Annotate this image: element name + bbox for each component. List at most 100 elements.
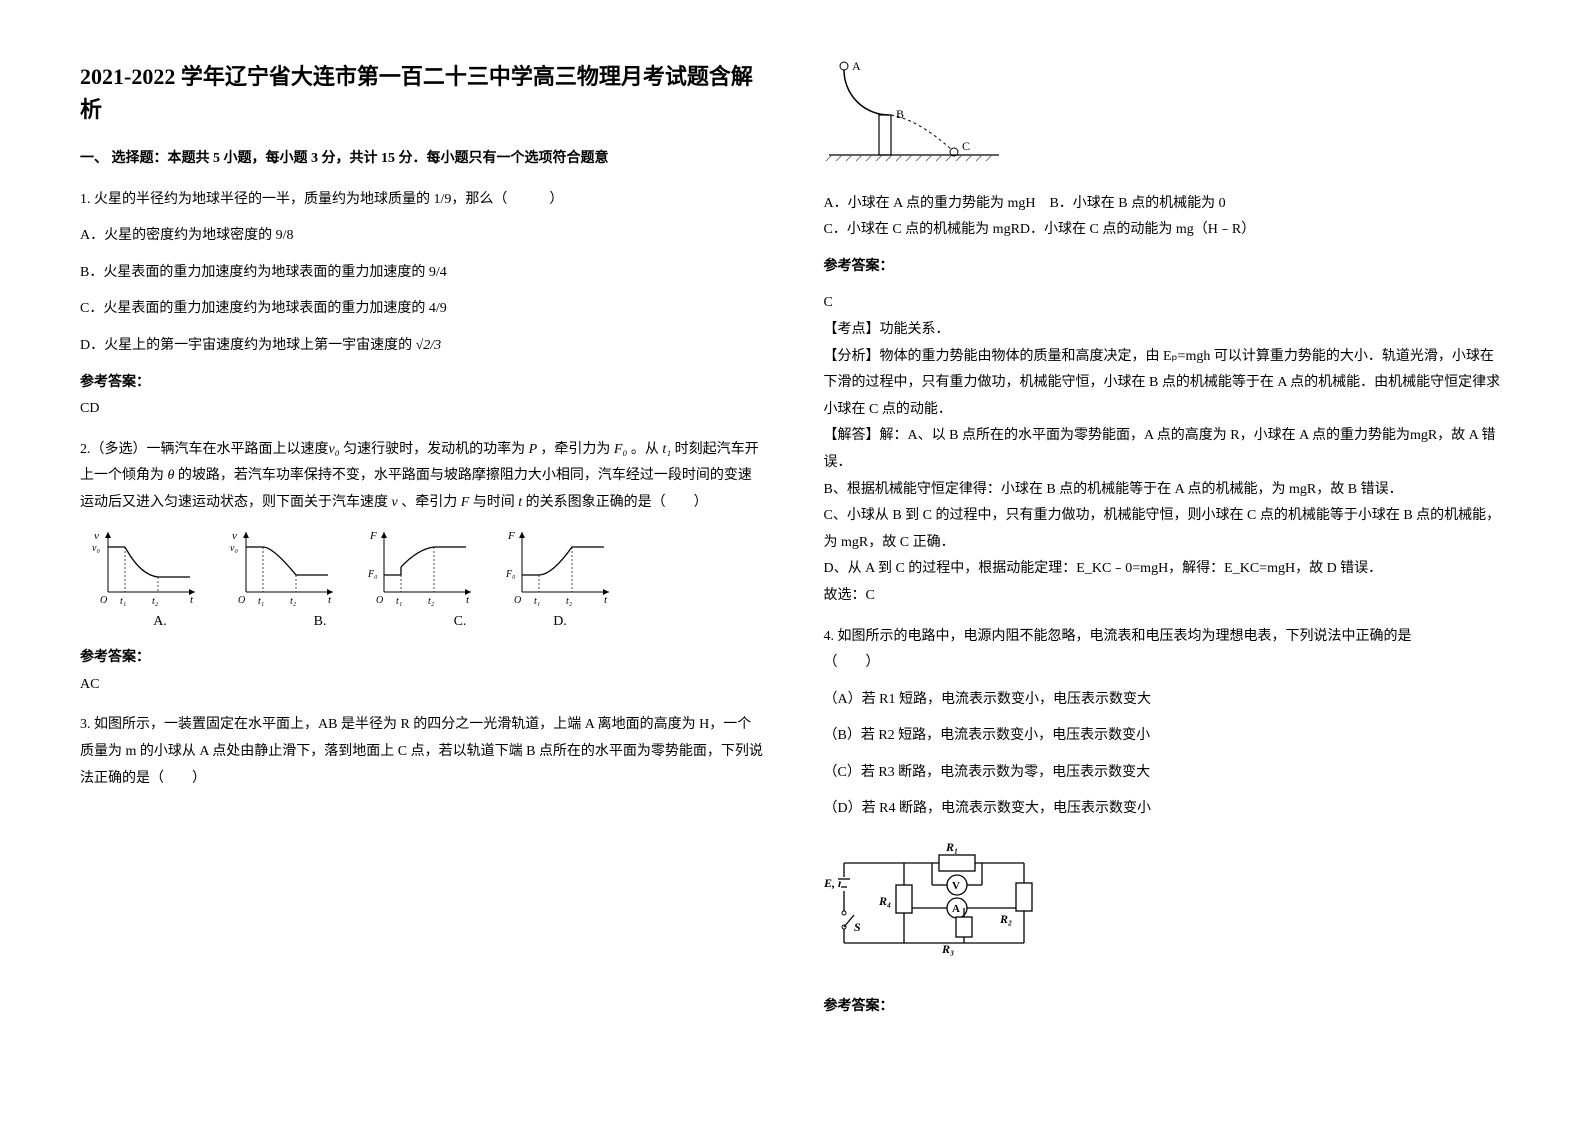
svg-text:A: A bbox=[852, 60, 861, 73]
q2-t9: 的关系图象正确的是（ ） bbox=[526, 495, 708, 510]
q3-answer: C bbox=[824, 290, 1508, 317]
svg-text:R₃: R₃ bbox=[941, 942, 954, 956]
q2-t4: 。从 bbox=[631, 442, 659, 457]
label-c: C. bbox=[400, 609, 520, 636]
q3-opt-a: A．小球在 A 点的重力势能为 mgH bbox=[824, 196, 1036, 211]
q1-d-math: √2/3 bbox=[416, 338, 442, 353]
q2-stem: 2.（多选）一辆汽车在水平路面上以速度v₀ 匀速行驶时，发动机的功率为 P ，牵… bbox=[80, 437, 764, 517]
svg-text:t₁: t₁ bbox=[396, 596, 402, 607]
q2-answer: AC bbox=[80, 672, 764, 699]
q3-jieda-4: D、从 A 到 C 的过程中，根据动能定理：E_KC﹣0=mgH，解得：E_KC… bbox=[824, 556, 1508, 583]
q3-opt-c: C．小球在 C 点的机械能为 mgR bbox=[824, 222, 1020, 237]
svg-text:R₂: R₂ bbox=[999, 912, 1012, 926]
q3-jieda-1: 【解答】解：A、以 B 点所在的水平面为零势能面，A 点的高度为 R，小球在 A… bbox=[824, 423, 1508, 476]
svg-text:t₂: t₂ bbox=[566, 596, 573, 607]
svg-text:v: v bbox=[232, 530, 237, 542]
question-1: 1. 火星的半径约为地球半径的一半，质量约为地球质量的 1/9，那么（ ） A．… bbox=[80, 187, 764, 423]
q4-opt-c: （C）若 R3 断路，电流表示数为零，电压表示数变大 bbox=[824, 760, 1508, 787]
q1-opt-c: C．火星表面的重力加速度约为地球表面的重力加速度的 4/9 bbox=[80, 296, 764, 323]
svg-text:t₂: t₂ bbox=[290, 596, 297, 607]
q4-stem: 4. 如图所示的电路中，电源内阻不能忽略，电流表和电压表均为理想电表，下列说法中… bbox=[824, 624, 1508, 677]
section-1-heading: 一、 选择题：本题共 5 小题，每小题 3 分，共计 15 分．每小题只有一个选… bbox=[80, 146, 764, 173]
q4-answer-label: 参考答案： bbox=[824, 994, 1508, 1021]
svg-text:V: V bbox=[952, 880, 960, 892]
svg-text:O: O bbox=[514, 595, 521, 606]
q2-F: F bbox=[457, 495, 473, 510]
q2-t2: 匀速行驶时，发动机的功率为 bbox=[340, 442, 526, 457]
svg-text:S: S bbox=[854, 920, 861, 934]
svg-text:E, r: E, r bbox=[824, 876, 843, 890]
q3-answer-label: 参考答案： bbox=[824, 254, 1508, 281]
svg-text:B: B bbox=[896, 107, 904, 121]
q1-stem: 1. 火星的半径约为地球半径的一半，质量约为地球质量的 1/9，那么（ ） bbox=[80, 187, 764, 214]
svg-text:F₀: F₀ bbox=[367, 569, 378, 580]
q2-P: P bbox=[525, 442, 540, 457]
q4-opt-a: （A）若 R1 短路，电流表示数变小，电压表示数变大 bbox=[824, 687, 1508, 714]
q2-v: v bbox=[388, 495, 401, 510]
left-column: 2021-2022 学年辽宁省大连市第一百二十三中学高三物理月考试题含解析 一、… bbox=[50, 60, 794, 1092]
q3-stem: 3. 如图所示，一装置固定在水平面上，AB 是半径为 R 的四分之一光滑轨道，上… bbox=[80, 712, 764, 792]
q3-jieda-2: B、根据机械能守恒定律得：小球在 B 点的机械能等于在 A 点的机械能，为 mg… bbox=[824, 477, 1508, 504]
svg-text:F: F bbox=[369, 530, 377, 542]
q2-t1: 2.（多选）一辆汽车在水平路面上以速度 bbox=[80, 442, 329, 457]
svg-text:C: C bbox=[962, 139, 970, 153]
q4-opt-b: （B）若 R2 短路，电流表示数变小，电压表示数变小 bbox=[824, 723, 1508, 750]
q2-t1l: t₁ bbox=[659, 442, 675, 457]
svg-text:v₀: v₀ bbox=[230, 543, 238, 554]
svg-text:t₁: t₁ bbox=[258, 596, 264, 607]
svg-text:t₁: t₁ bbox=[120, 596, 126, 607]
q3-fenxi: 【分析】物体的重力势能由物体的质量和高度决定，由 Eₚ=mgh 可以计算重力势能… bbox=[824, 344, 1508, 424]
svg-text:t: t bbox=[328, 594, 332, 606]
svg-text:t₂: t₂ bbox=[428, 596, 435, 607]
label-a: A. bbox=[80, 609, 240, 636]
q3-opt-d: D．小球在 C 点的动能为 mg（H﹣R） bbox=[1020, 222, 1255, 237]
q2-theta: θ bbox=[164, 468, 178, 483]
q2-tl: t bbox=[515, 495, 526, 510]
q1-d-prefix: D．火星上的第一宇宙速度约为地球上第一宇宙速度的 bbox=[80, 338, 416, 353]
svg-text:R₄: R₄ bbox=[878, 894, 891, 908]
graph-b: v v₀ t O t₁ t₂ bbox=[228, 527, 338, 607]
q3-jieda-3: C、小球从 B 到 C 的过程中，只有重力做功，机械能守恒，则小球在 C 点的机… bbox=[824, 503, 1508, 556]
svg-text:t: t bbox=[466, 594, 470, 606]
q3-jieda-5: 故选：C bbox=[824, 583, 1508, 610]
q2-t8: 与时间 bbox=[473, 495, 515, 510]
svg-text:t₂: t₂ bbox=[152, 596, 159, 607]
graph-c: F F₀ t O t₁ t₂ bbox=[366, 527, 476, 607]
q1-opt-d: D．火星上的第一宇宙速度约为地球上第一宇宙速度的 √2/3 bbox=[80, 333, 764, 360]
label-b: B. bbox=[240, 609, 400, 636]
svg-text:F₀: F₀ bbox=[505, 569, 516, 580]
q1-opt-b: B．火星表面的重力加速度约为地球表面的重力加速度的 9/4 bbox=[80, 260, 764, 287]
label-d: D. bbox=[520, 609, 600, 636]
svg-text:O: O bbox=[100, 595, 107, 606]
svg-text:R₁: R₁ bbox=[945, 843, 958, 854]
q3-options: A．小球在 A 点的重力势能为 mgH B．小球在 B 点的机械能为 0 bbox=[824, 191, 1508, 218]
svg-text:v₀: v₀ bbox=[92, 543, 100, 554]
svg-text:t: t bbox=[604, 594, 608, 606]
q1-answer: CD bbox=[80, 396, 764, 423]
q2-v0: v₀ bbox=[329, 442, 340, 457]
q3-options-2: C．小球在 C 点的机械能为 mgRD．小球在 C 点的动能为 mg（H﹣R） bbox=[824, 217, 1508, 244]
svg-text:F: F bbox=[507, 530, 515, 542]
q1-opt-a: A．火星的密度约为地球密度的 9/8 bbox=[80, 223, 764, 250]
q1-answer-label: 参考答案： bbox=[80, 370, 764, 397]
q4-opt-d: （D）若 R4 断路，电流表示数变大，电压表示数变小 bbox=[824, 796, 1508, 823]
q2-F0: F₀ bbox=[610, 442, 630, 457]
svg-text:O: O bbox=[376, 595, 383, 606]
svg-text:O: O bbox=[238, 595, 245, 606]
q3-kaodian: 【考点】功能关系． bbox=[824, 317, 1508, 344]
graph-d: F F₀ t O t₁ t₂ bbox=[504, 527, 614, 607]
question-2: 2.（多选）一辆汽车在水平路面上以速度v₀ 匀速行驶时，发动机的功率为 P ，牵… bbox=[80, 437, 764, 699]
q2-graphs: v v₀ t O t₁ t₂ v v₀ t O t₁ bbox=[90, 527, 764, 607]
graph-a: v v₀ t O t₁ t₂ bbox=[90, 527, 200, 607]
svg-text:v: v bbox=[94, 530, 99, 542]
svg-text:t₁: t₁ bbox=[534, 596, 540, 607]
svg-text:A: A bbox=[952, 903, 960, 915]
q2-graph-labels: A. B. C. D. bbox=[80, 609, 764, 636]
q3-opt-b: B．小球在 B 点的机械能为 0 bbox=[1049, 196, 1225, 211]
right-column: A B C A．小球在 A 点的重力势能为 mgH B．小球在 B 点的机械能为… bbox=[794, 60, 1538, 1092]
q2-answer-label: 参考答案： bbox=[80, 645, 764, 672]
q4-circuit-figure: E, r S R₁ V A bbox=[824, 843, 1044, 963]
question-4: 4. 如图所示的电路中，电源内阻不能忽略，电流表和电压表均为理想电表，下列说法中… bbox=[824, 624, 1508, 1021]
q2-t7: 、牵引力 bbox=[401, 495, 457, 510]
page-title: 2021-2022 学年辽宁省大连市第一百二十三中学高三物理月考试题含解析 bbox=[80, 60, 764, 126]
